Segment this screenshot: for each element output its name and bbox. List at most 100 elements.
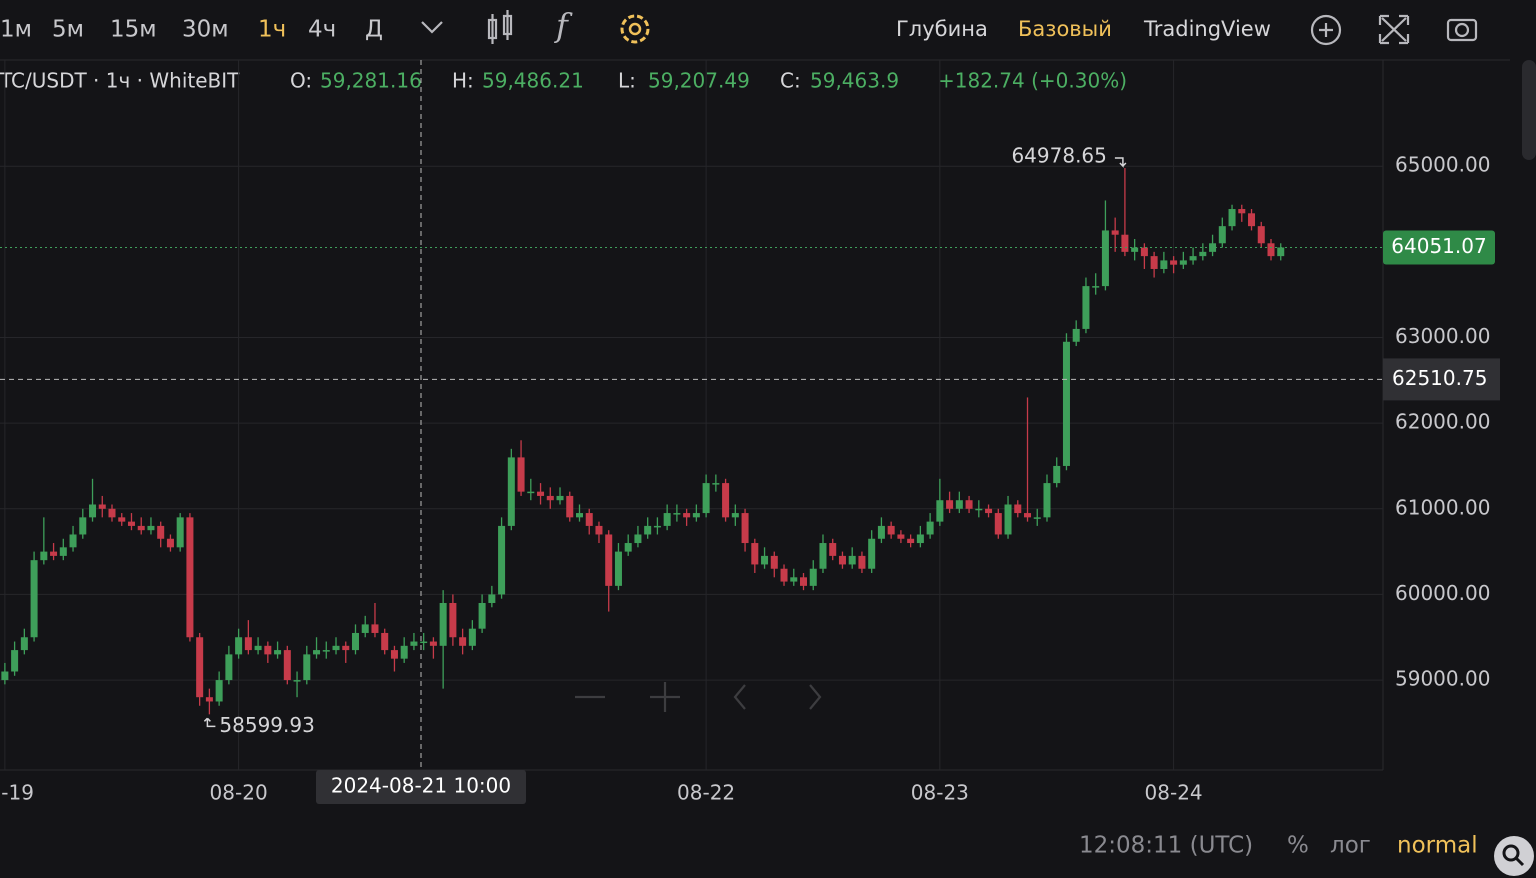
candle-body — [147, 525, 155, 531]
candle-body — [916, 534, 924, 544]
candle-body — [663, 513, 671, 526]
candle-body — [468, 628, 476, 646]
fullscreen-icon[interactable] — [1378, 14, 1410, 45]
candle — [429, 637, 437, 659]
candle — [1199, 243, 1207, 261]
candle-body — [975, 508, 983, 511]
candle — [1053, 457, 1061, 488]
candle-body — [390, 650, 398, 659]
legend: TC/USDT · 1ч · WhiteBIT O: 59,281.16 H: 59,4… — [0, 69, 1127, 93]
candle — [50, 543, 58, 561]
candle-body — [283, 650, 291, 681]
candle — [770, 551, 778, 578]
candle — [488, 585, 496, 608]
candle — [1033, 508, 1041, 526]
candle-body — [1170, 260, 1178, 265]
candle — [1121, 168, 1129, 257]
candle-body — [293, 680, 301, 682]
candle — [1082, 277, 1090, 334]
candle — [498, 517, 506, 599]
candle — [731, 504, 739, 526]
candle — [537, 483, 545, 505]
crosshair-price-box — [1383, 358, 1500, 401]
candle-body — [410, 641, 418, 646]
candles-icon[interactable] — [487, 10, 513, 44]
candle — [644, 517, 652, 539]
candle — [127, 513, 135, 531]
candle-body — [1267, 243, 1275, 257]
normal-toggle[interactable]: normal — [1397, 833, 1478, 859]
interval-button[interactable]: 5м — [52, 17, 84, 43]
candle — [1189, 247, 1197, 265]
view-tab[interactable]: Глубина — [896, 17, 988, 41]
candle — [390, 645, 398, 672]
alert-icon[interactable] — [1310, 14, 1342, 46]
candle-body — [1092, 286, 1100, 288]
candle-body — [361, 624, 369, 633]
candle-body — [20, 637, 28, 651]
candle — [585, 508, 593, 535]
candle — [59, 538, 67, 561]
candle — [254, 637, 262, 655]
zoom-button[interactable] — [1494, 836, 1534, 876]
candle-body — [780, 568, 788, 582]
scrollbar[interactable] — [1522, 60, 1536, 160]
candle-body — [449, 602, 457, 638]
candle-body — [1033, 517, 1041, 519]
more-intervals-icon[interactable] — [421, 21, 443, 34]
candle — [517, 440, 525, 496]
candle-body — [498, 525, 506, 595]
candle — [89, 478, 97, 522]
log-toggle[interactable]: лог — [1330, 833, 1371, 859]
view-tab[interactable]: TradingView — [1143, 17, 1271, 41]
candle — [176, 513, 184, 552]
candle — [1014, 500, 1022, 518]
candle — [780, 564, 788, 586]
candle-body — [274, 650, 282, 655]
candle — [361, 615, 369, 638]
x-tick-label: 08-20 — [210, 781, 268, 805]
candle — [546, 487, 554, 509]
candle-body — [1024, 513, 1032, 518]
candle-body — [1179, 260, 1187, 265]
candle-body — [40, 551, 48, 561]
candle — [40, 517, 48, 565]
candle — [683, 508, 691, 526]
candle — [303, 645, 311, 685]
candle-body — [1140, 247, 1148, 257]
nav-controls — [575, 682, 822, 712]
candle-body — [1082, 286, 1090, 329]
interval-button[interactable]: 30м — [182, 17, 229, 43]
candle — [313, 637, 321, 659]
interval-button[interactable]: 4ч — [308, 17, 336, 43]
candle — [215, 671, 223, 706]
candle — [838, 551, 846, 569]
candle-body — [166, 538, 174, 548]
candle-body — [877, 525, 885, 539]
toolbar: 1м 5м 15м 30м 1ч 4ч Д Глубина Базовый TradingView — [0, 17, 1271, 43]
candle-body — [537, 491, 545, 496]
candle — [137, 517, 145, 535]
candle — [342, 641, 350, 663]
screenshot-icon[interactable] — [1446, 18, 1478, 42]
high-arrow — [1114, 157, 1127, 168]
candle — [946, 491, 954, 514]
candle-body — [1238, 209, 1246, 214]
percent-toggle[interactable]: % — [1287, 833, 1309, 859]
candle-body — [342, 645, 350, 651]
candle — [722, 478, 730, 522]
candle — [225, 645, 233, 685]
interval-button[interactable]: 1м — [0, 17, 32, 43]
candle-body — [848, 555, 856, 565]
ohlc-label: O: — [290, 69, 312, 93]
candle — [410, 632, 418, 651]
view-tab[interactable]: Базовый — [1018, 17, 1112, 41]
interval-button[interactable]: Д — [365, 17, 383, 43]
low-arrow — [203, 717, 216, 728]
candle-body — [127, 521, 135, 526]
candle — [1248, 209, 1256, 231]
settings-icon[interactable] — [620, 14, 650, 44]
candle-body — [897, 534, 905, 539]
interval-button[interactable]: 1ч — [258, 17, 286, 43]
interval-button[interactable]: 15м — [110, 17, 157, 43]
